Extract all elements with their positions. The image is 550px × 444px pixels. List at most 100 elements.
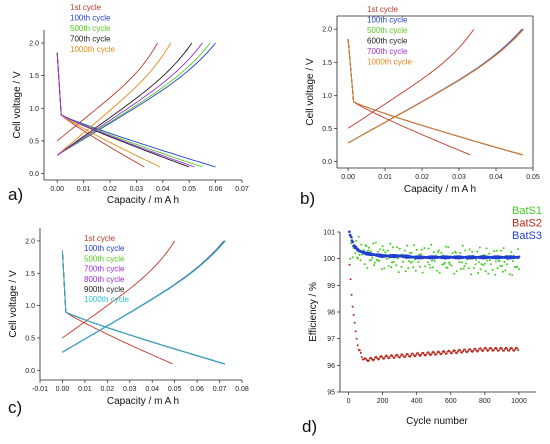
data-point [367,249,370,252]
data-point [450,352,453,355]
legend-entry: 700th cycle [70,35,111,44]
x-tick-label: 0.08 [235,386,249,393]
panel-1: 0.00 0.01 0.02 0.03 0.04 0.05 0.06 0.07 0.0 0.5 1.… [8,3,249,206]
data-point [398,247,401,250]
legend-entry: 500th cycle [70,24,111,33]
data-point [468,248,471,251]
y-tick-label: 0.5 [29,138,39,145]
data-point [391,246,394,249]
data-point [462,350,465,353]
data-point [375,355,378,358]
panel-4: 0 200 400 600 800 1000 95 96 97 98 99 100 101 Cycle n… [302,205,542,436]
data-point [440,251,443,254]
x-tick-label: 0.06 [209,186,223,193]
legend-entry: 1st cycle [84,234,116,243]
data-point [446,266,449,269]
x-tick-label: 0.05 [182,186,196,193]
data-point [455,352,458,354]
discharge-curve [56,52,145,168]
x-tick-label: 0.00 [341,174,355,181]
data-point [354,245,358,249]
data-point [458,261,461,264]
data-point [464,348,467,351]
data-point [443,261,446,264]
x-tick-label: 0.01 [378,174,392,181]
charge-curve [62,240,226,353]
x-tick-label: 0.03 [123,386,137,393]
data-point [393,356,396,359]
x-tick-label: 0.02 [415,174,429,181]
data-point [427,247,430,250]
data-point [475,258,478,261]
data-point [356,344,359,347]
data-point [461,351,463,354]
data-point [348,263,351,266]
data-point [428,263,431,266]
data-point [352,313,355,316]
data-point [467,349,470,352]
data-point [356,257,359,260]
data-point [489,346,492,349]
data-point [472,267,475,269]
data-point [395,264,398,267]
y-tick-label: 96 [327,363,335,370]
data-point [376,259,379,262]
data-point [433,352,436,355]
x-tick-label: 0.06 [190,386,204,393]
data-point [455,270,458,273]
data-point [374,241,377,244]
y-tick-label: 2.0 [25,238,35,245]
x-tick-label: 400 [411,398,423,405]
x-tick-label: 200 [377,398,389,405]
y-axis-label: Efficiency / % [308,282,319,342]
data-point [353,321,356,324]
data-point [476,250,479,253]
data-point [477,349,480,352]
data-point [389,242,392,245]
data-point [429,266,432,269]
data-point [502,247,505,250]
data-point [425,353,428,356]
data-point [409,354,412,357]
discharge-curve [61,250,226,365]
data-point [420,248,423,251]
discharge-curve [347,39,524,156]
data-point [360,356,363,359]
data-point [459,349,461,352]
data-point [409,261,412,264]
discharge-curve [347,39,523,156]
data-point [427,351,430,354]
discharge-curve [347,39,471,156]
legend-entry: 500th cycle [84,254,125,263]
data-point [402,260,405,263]
data-point [470,273,473,276]
data-point [380,268,383,271]
panel-letter: d) [302,417,317,436]
y-tick-label: 0.5 [322,126,332,133]
y-axis-label: Cell voltage / V [12,71,23,139]
data-point [516,265,519,268]
data-point [370,258,373,261]
data-point [379,248,382,251]
data-point [373,358,376,361]
data-point [482,264,485,267]
data-point [479,347,482,350]
data-point [419,265,422,268]
data-point [517,248,520,251]
data-point [404,270,407,273]
data-point [420,253,422,256]
data-point [417,352,420,355]
data-point [399,354,402,357]
data-point [487,272,490,275]
data-point [390,266,393,269]
y-tick-label: 0.0 [25,368,35,375]
legend-entry: 600th cycle [367,37,408,46]
data-point [351,256,354,259]
data-point [485,247,488,250]
data-point [500,265,503,268]
x-tick-label: 600 [445,398,457,405]
data-point [368,259,371,262]
x-tick-label: 0.02 [101,386,115,393]
discharge-curve [347,39,523,156]
data-point [517,255,521,259]
